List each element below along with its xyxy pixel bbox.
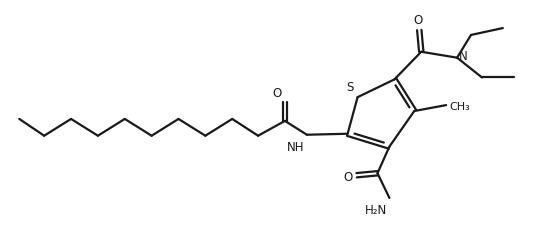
- Text: O: O: [273, 87, 282, 100]
- Text: H₂N: H₂N: [365, 203, 387, 216]
- Text: S: S: [346, 81, 354, 94]
- Text: NH: NH: [287, 140, 305, 153]
- Text: O: O: [343, 170, 353, 183]
- Text: CH₃: CH₃: [449, 102, 470, 112]
- Text: O: O: [414, 14, 423, 27]
- Text: N: N: [459, 50, 468, 63]
